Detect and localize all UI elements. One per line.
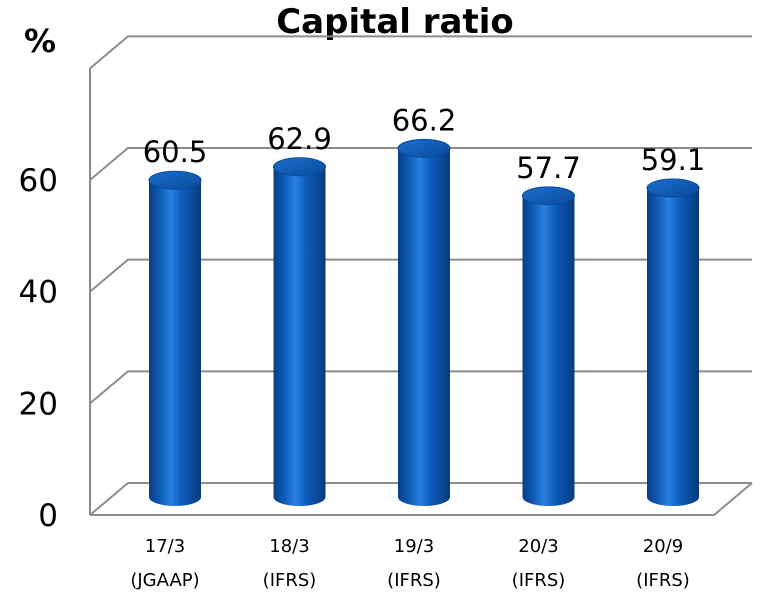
bar (522, 186, 575, 506)
x-tick-label: 19/3 (394, 536, 434, 557)
bar-body (273, 166, 326, 506)
x-tick-label: 20/3 (518, 536, 558, 557)
bar-cap (397, 138, 451, 158)
bar-body (149, 180, 201, 507)
x-tick-label: 18/3 (269, 536, 309, 557)
bar-body (398, 148, 450, 506)
label-layer: 0 20 40 60 60.5 17/3 (JGAAP) 62.9 18/3 (IFRS) 66.2… (19, 103, 706, 591)
data-label: 60.5 (143, 135, 208, 169)
bar (397, 138, 451, 506)
y-tick-label: 0 (38, 498, 58, 534)
data-label: 62.9 (267, 122, 332, 156)
x-tick-sublabel: (IFRS) (512, 570, 566, 591)
data-label: 57.7 (516, 151, 581, 185)
bar-body (522, 195, 575, 506)
x-tick-label: 20/9 (643, 536, 683, 557)
bar-cap (522, 186, 575, 206)
gridline (89, 35, 752, 70)
floor-line (90, 482, 753, 516)
bar-cap (148, 170, 202, 190)
y-tick-label: 60 (19, 163, 58, 199)
data-label: 59.1 (641, 143, 706, 177)
y-tick-label: 40 (19, 275, 58, 311)
x-tick-sublabel: (IFRS) (636, 570, 690, 591)
bar-layer (148, 138, 700, 507)
axis-layer (89, 68, 753, 516)
data-label: 66.2 (392, 103, 457, 137)
bar-cap (273, 157, 326, 177)
y-tick-label: 20 (19, 386, 58, 422)
x-tick-sublabel: (JGAAP) (130, 570, 199, 591)
bar (148, 170, 202, 507)
x-tick-sublabel: (IFRS) (263, 570, 317, 591)
x-tick-sublabel: (IFRS) (387, 570, 441, 591)
bar-body (647, 188, 699, 506)
gridline (89, 147, 752, 181)
bar (273, 157, 326, 506)
bar-cap (646, 178, 700, 198)
bar (646, 178, 700, 506)
x-tick-label: 17/3 (145, 536, 185, 557)
y-unit-label: % (24, 22, 57, 60)
